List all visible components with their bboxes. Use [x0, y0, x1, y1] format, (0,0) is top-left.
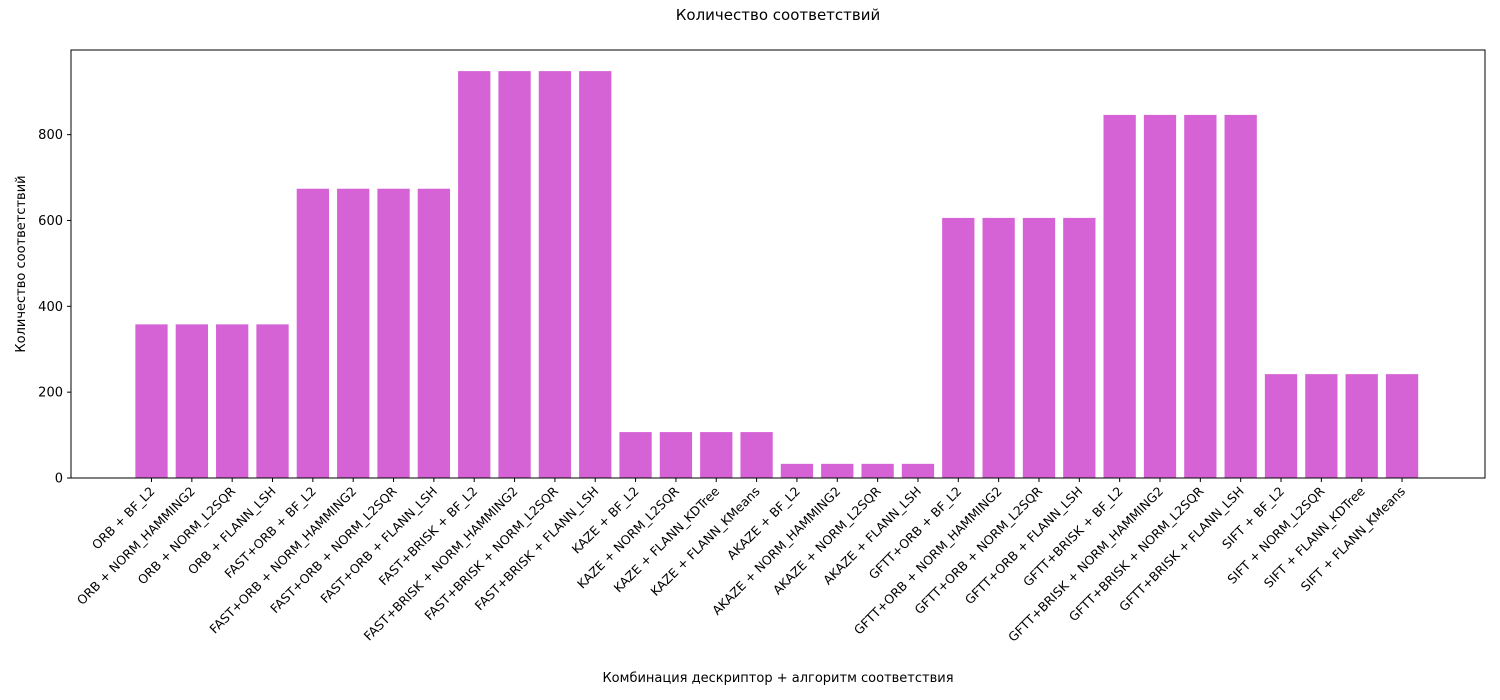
bar: [982, 217, 1015, 478]
bar: [901, 463, 935, 478]
plot-area-frame: [70, 49, 1486, 479]
bar: [659, 432, 693, 478]
y-axis-label: Количество соответствий: [14, 175, 29, 352]
bar: [740, 432, 773, 478]
bar: [1022, 217, 1056, 478]
y-ticks-group: 0 200 400 600 800: [38, 128, 71, 487]
bar: [619, 432, 652, 478]
y-tick-label: 600: [38, 214, 63, 229]
bar: [458, 71, 491, 479]
bar: [1305, 374, 1338, 478]
bar: [417, 188, 451, 478]
y-tick-label: 800: [38, 128, 63, 143]
bar: [337, 188, 370, 478]
bar: [1264, 374, 1298, 478]
bar: [1224, 114, 1257, 479]
x-axis-label: Комбинация дескриптор + алгоритм соответ…: [602, 671, 953, 686]
bar: [175, 324, 208, 478]
bar: [216, 324, 249, 478]
bar: [498, 71, 531, 479]
bar: [1184, 114, 1217, 479]
bar: [135, 324, 168, 478]
bar: [942, 217, 975, 478]
bar: [1345, 374, 1378, 478]
bar: [1143, 114, 1177, 479]
bar: [821, 463, 854, 478]
bar: [1063, 217, 1096, 478]
bar: [700, 432, 733, 478]
bar: [538, 71, 572, 479]
bar: [861, 463, 894, 478]
y-tick-label: 400: [38, 300, 63, 315]
bar: [780, 463, 814, 478]
y-tick-label: 0: [55, 472, 63, 487]
chart-title: Количество соответствий: [676, 6, 881, 24]
bar: [1385, 374, 1419, 478]
y-tick-label: 200: [38, 386, 63, 401]
bar: [1103, 114, 1136, 479]
bar: [579, 71, 612, 479]
bar: [256, 324, 289, 478]
bar: [296, 188, 330, 478]
bar: [377, 188, 410, 478]
bars-group: [135, 71, 1419, 479]
